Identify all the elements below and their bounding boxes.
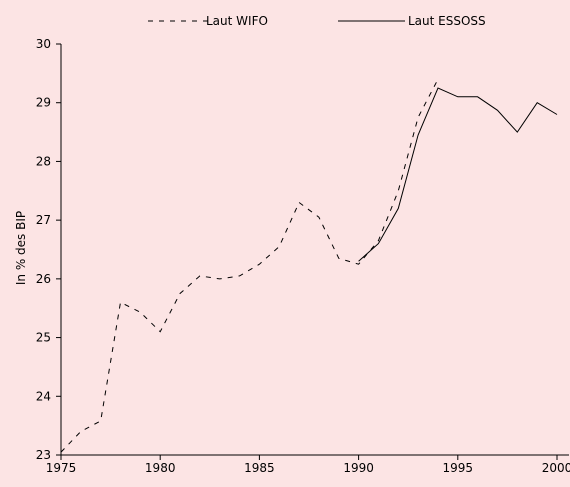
data-point bbox=[60, 451, 63, 454]
data-point bbox=[516, 131, 519, 134]
data-point bbox=[238, 274, 241, 277]
series-line-wifo bbox=[60, 78, 439, 453]
data-point bbox=[377, 242, 380, 245]
data-point bbox=[357, 260, 360, 263]
y-tick-label: 24 bbox=[36, 389, 51, 403]
data-point bbox=[496, 109, 499, 112]
series-layer bbox=[60, 78, 559, 454]
data-point bbox=[536, 101, 539, 104]
series-line-essoss bbox=[358, 87, 558, 262]
data-point bbox=[317, 216, 320, 219]
data-point bbox=[159, 330, 162, 333]
x-tick-label: 1985 bbox=[244, 461, 275, 475]
y-tick-label: 29 bbox=[36, 96, 51, 110]
data-point bbox=[417, 116, 420, 119]
data-point bbox=[476, 95, 479, 98]
data-point bbox=[556, 113, 559, 116]
data-point bbox=[119, 301, 122, 304]
data-point bbox=[397, 207, 400, 210]
x-tick-label: 2000 bbox=[542, 461, 570, 475]
axes: 23 24 25 26 27 28 29 30 1975 1980 1985 1990 1995 2000 bbox=[36, 37, 570, 475]
y-tick-label: 23 bbox=[36, 448, 51, 462]
data-point bbox=[99, 419, 102, 422]
y-tick-label: 27 bbox=[36, 213, 51, 227]
data-point bbox=[397, 189, 400, 192]
y-tick-label: 28 bbox=[36, 154, 51, 168]
data-point bbox=[218, 277, 221, 280]
data-point bbox=[79, 430, 82, 433]
x-tick-label: 1975 bbox=[46, 461, 77, 475]
data-point bbox=[337, 257, 340, 260]
legend-label-wifo: Laut WIFO bbox=[206, 14, 268, 28]
data-point bbox=[298, 201, 301, 204]
data-point bbox=[258, 263, 261, 266]
x-tick-label: 1990 bbox=[343, 461, 374, 475]
data-point bbox=[357, 263, 360, 266]
x-tick-label: 1980 bbox=[145, 461, 176, 475]
y-tick-label: 25 bbox=[36, 331, 51, 345]
data-point bbox=[198, 274, 201, 277]
data-point bbox=[139, 311, 142, 314]
data-point bbox=[278, 245, 281, 248]
legend: Laut WIFO Laut ESSOSS bbox=[148, 14, 486, 28]
legend-label-essoss: Laut ESSOSS bbox=[408, 14, 486, 28]
data-point bbox=[456, 95, 459, 98]
data-point bbox=[417, 134, 420, 137]
y-tick-label: 30 bbox=[36, 37, 51, 51]
data-point bbox=[436, 87, 439, 90]
x-tick-label: 1995 bbox=[443, 461, 474, 475]
data-point bbox=[179, 292, 182, 295]
y-tick-label: 26 bbox=[36, 272, 51, 286]
y-axis-title: In % des BIP bbox=[14, 211, 28, 285]
data-point bbox=[436, 78, 439, 81]
